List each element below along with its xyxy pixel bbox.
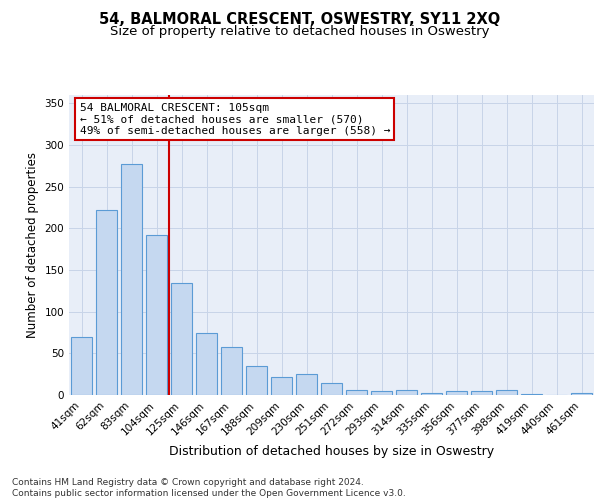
Bar — [396, 390, 417, 395]
Bar — [496, 390, 517, 395]
Bar — [471, 391, 492, 395]
Bar — [296, 374, 317, 395]
Bar — [221, 346, 242, 395]
Bar — [571, 394, 592, 395]
Bar — [96, 210, 117, 395]
Bar — [446, 391, 467, 395]
Text: 54 BALMORAL CRESCENT: 105sqm
← 51% of detached houses are smaller (570)
49% of s: 54 BALMORAL CRESCENT: 105sqm ← 51% of de… — [79, 102, 390, 136]
Text: Contains HM Land Registry data © Crown copyright and database right 2024.
Contai: Contains HM Land Registry data © Crown c… — [12, 478, 406, 498]
Bar — [521, 394, 542, 395]
Bar — [246, 366, 267, 395]
Bar — [421, 392, 442, 395]
Bar — [321, 384, 342, 395]
Bar — [196, 332, 217, 395]
Y-axis label: Number of detached properties: Number of detached properties — [26, 152, 39, 338]
X-axis label: Distribution of detached houses by size in Oswestry: Distribution of detached houses by size … — [169, 445, 494, 458]
Bar — [71, 336, 92, 395]
Bar — [371, 391, 392, 395]
Text: 54, BALMORAL CRESCENT, OSWESTRY, SY11 2XQ: 54, BALMORAL CRESCENT, OSWESTRY, SY11 2X… — [100, 12, 500, 28]
Bar — [146, 235, 167, 395]
Bar — [121, 164, 142, 395]
Bar — [271, 376, 292, 395]
Bar — [346, 390, 367, 395]
Bar — [171, 284, 192, 395]
Text: Size of property relative to detached houses in Oswestry: Size of property relative to detached ho… — [110, 25, 490, 38]
